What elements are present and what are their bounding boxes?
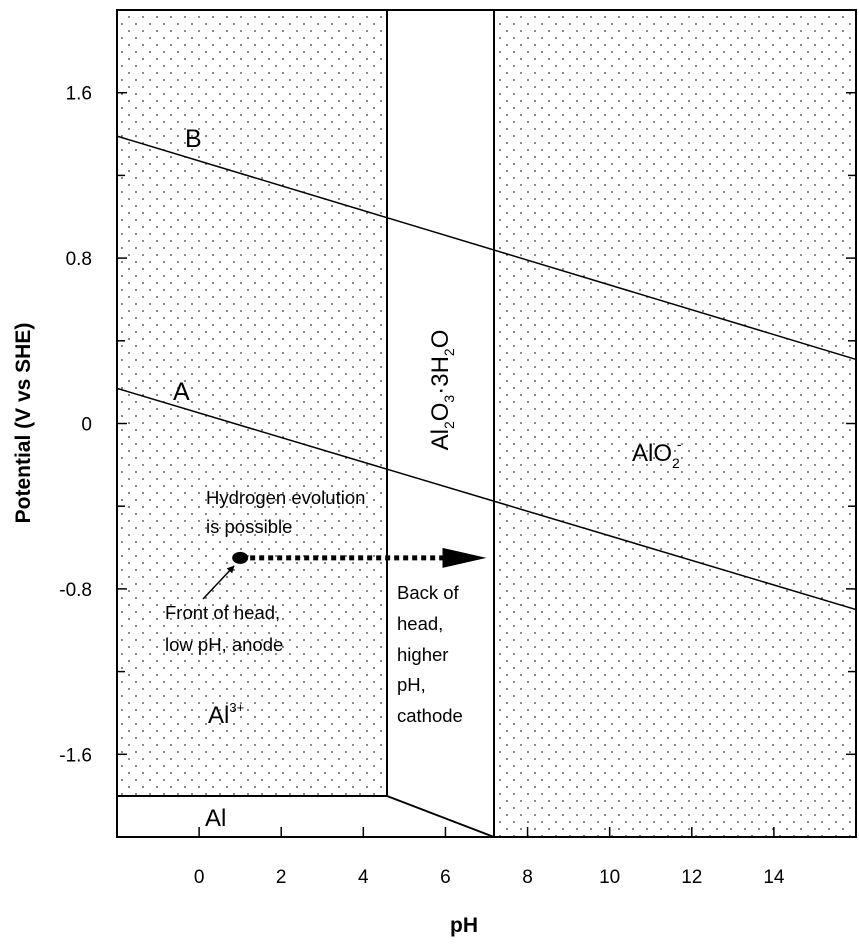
x-axis-ticks: 0 2 4 6 8 10 12 14 [194,827,785,888]
aluminate-region-fill [494,10,856,837]
hydrogen-evolution-note: Hydrogen evolution is possible [206,487,371,537]
al3-region-fill [117,10,387,796]
operating-point-dot [232,551,249,564]
x-tick-label: 8 [522,867,533,888]
y-tick-label: -1.6 [59,745,92,766]
y-axis-title: Potential (V vs SHE) [12,323,35,524]
y-tick-label: 0 [81,415,92,436]
al-oxide-boundary [386,795,495,838]
x-tick-label: 12 [681,867,702,888]
line-a-label: A [173,378,190,406]
al3-base: Al [208,702,229,729]
x-tick-label: 6 [440,867,451,888]
back-of-head-note: Back of head, higher pH, cathode [397,582,464,726]
aluminate-region-label: AlO2- [632,436,682,471]
x-tick-label: 4 [358,867,369,888]
line-a [116,387,857,611]
dotted-arrow-head [442,547,487,568]
x-tick-label: 10 [599,867,620,888]
y-axis-ticks: 1.6 0.8 0 -0.8 -1.6 [59,9,856,838]
y-tick-label: 0.8 [66,249,92,270]
al3-region-label: Al3+ [208,700,244,729]
y-tick-label: -0.8 [59,580,92,601]
front-of-head-note: Front of head, low pH, anode [165,602,285,655]
y-tick-label: 1.6 [66,84,92,105]
x-tick-label: 2 [276,867,287,888]
line-b [116,135,857,361]
line-b-label: B [185,125,202,153]
x-tick-label: 0 [194,867,205,888]
x-axis-title: pH [450,914,478,937]
oxide-region-label: Al2O3·3H2O [427,330,457,451]
metal-region-label: Al [205,805,226,832]
front-note-pointer [202,565,235,600]
x-tick-label: 14 [763,867,785,888]
al3-charge: 3+ [229,700,244,715]
